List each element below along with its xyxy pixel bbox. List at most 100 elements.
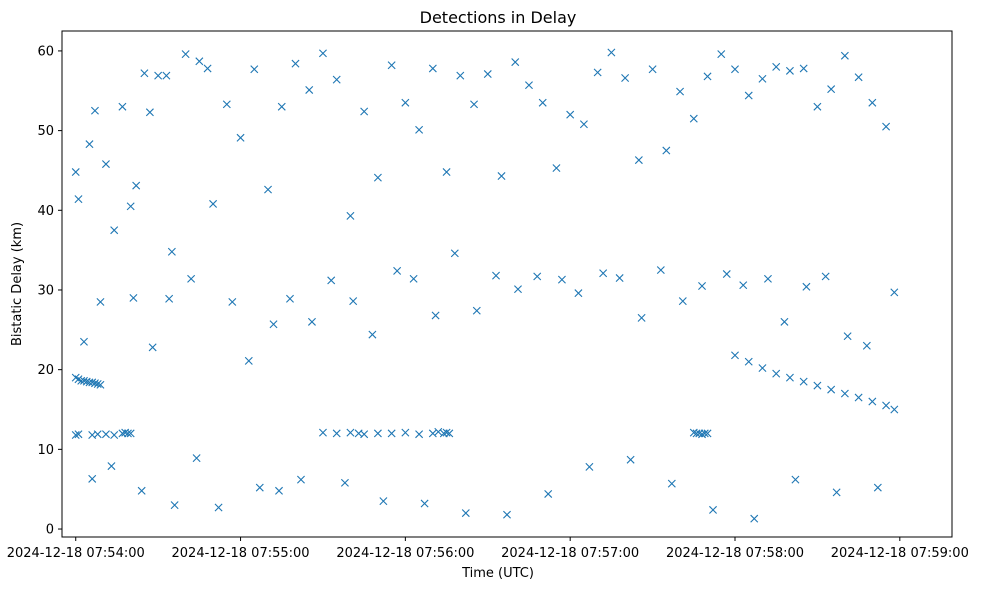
- data-point: [700, 429, 709, 438]
- data-point: [250, 65, 259, 74]
- chart-title: Detections in Delay: [420, 8, 577, 27]
- data-point: [862, 341, 871, 350]
- data-point: [843, 332, 852, 341]
- data-point: [890, 405, 899, 414]
- data-point: [101, 160, 110, 169]
- data-point: [346, 428, 355, 437]
- data-point: [533, 272, 542, 281]
- data-point: [799, 64, 808, 73]
- data-point: [524, 81, 533, 90]
- data-point: [332, 75, 341, 84]
- data-point: [731, 351, 739, 360]
- data-point: [574, 289, 583, 298]
- data-point: [615, 274, 624, 283]
- data-point: [785, 373, 794, 382]
- x-tick-label: 2024-12-18 07:58:00: [666, 546, 804, 561]
- data-point: [165, 294, 174, 303]
- data-point: [483, 70, 492, 79]
- data-point: [791, 475, 800, 484]
- data-point: [802, 282, 811, 291]
- data-point: [96, 380, 105, 389]
- data-point: [167, 247, 176, 256]
- data-point: [277, 102, 286, 111]
- data-point: [579, 120, 588, 129]
- data-point: [349, 297, 358, 306]
- data-point: [744, 357, 753, 366]
- data-point: [772, 62, 781, 71]
- y-tick-label: 0: [46, 523, 54, 538]
- data-point: [538, 98, 547, 107]
- data-point: [228, 297, 237, 306]
- data-point: [88, 378, 97, 387]
- x-tick-label: 2024-12-18 07:55:00: [172, 546, 310, 561]
- data-point: [461, 509, 470, 518]
- data-point: [626, 455, 635, 464]
- data-point: [637, 313, 646, 322]
- data-point: [511, 58, 520, 67]
- data-point: [379, 497, 388, 506]
- data-point: [593, 68, 602, 77]
- data-point: [667, 479, 676, 488]
- data-point: [840, 51, 849, 60]
- data-point: [698, 282, 707, 290]
- data-point: [296, 475, 305, 484]
- x-tick-label: 2024-12-18 07:56:00: [336, 546, 474, 561]
- data-point: [445, 429, 454, 438]
- data-point: [813, 381, 822, 390]
- data-point: [428, 64, 437, 73]
- data-point: [827, 85, 836, 94]
- data-point: [79, 376, 88, 385]
- data-point: [110, 431, 119, 439]
- data-point: [181, 50, 190, 59]
- data-points: [71, 48, 899, 523]
- data-point: [140, 69, 149, 78]
- data-point: [137, 486, 146, 495]
- data-point: [750, 514, 759, 523]
- data-point: [566, 110, 575, 119]
- data-point: [456, 71, 465, 80]
- data-point: [450, 249, 459, 258]
- data-point: [96, 297, 105, 306]
- data-point: [873, 483, 882, 492]
- data-point: [799, 377, 808, 386]
- x-tick-label: 2024-12-18 07:59:00: [831, 546, 969, 561]
- data-point: [393, 266, 402, 275]
- data-point: [93, 380, 102, 388]
- data-point: [88, 474, 97, 483]
- data-point: [286, 294, 294, 303]
- data-point: [71, 168, 80, 177]
- data-point: [854, 73, 863, 82]
- data-point: [722, 270, 731, 279]
- data-point: [621, 74, 630, 83]
- data-point: [409, 274, 418, 283]
- data-point: [758, 364, 767, 373]
- data-point: [656, 266, 665, 275]
- data-point: [827, 385, 836, 394]
- x-tick-label: 2024-12-18 07:57:00: [501, 546, 639, 561]
- x-axis: 2024-12-18 07:54:00 2024-12-18 07:55:00 20…: [7, 537, 969, 561]
- data-point: [132, 181, 141, 190]
- data-point: [472, 306, 481, 315]
- data-point: [195, 57, 204, 66]
- data-point: [368, 330, 377, 339]
- data-point: [71, 431, 80, 439]
- data-point: [203, 64, 212, 73]
- y-tick-label: 30: [37, 283, 54, 298]
- data-point: [90, 106, 99, 115]
- data-point: [442, 168, 451, 177]
- data-point: [470, 100, 479, 109]
- data-point: [236, 133, 245, 142]
- data-point: [255, 483, 264, 492]
- y-tick-label: 60: [37, 44, 54, 59]
- data-point: [318, 428, 327, 437]
- data-point: [123, 429, 132, 438]
- data-point: [744, 91, 753, 100]
- data-point: [552, 164, 561, 173]
- data-point: [415, 125, 424, 134]
- data-point: [832, 488, 841, 497]
- data-point: [118, 102, 127, 111]
- data-point: [703, 72, 712, 81]
- data-point: [154, 71, 163, 80]
- data-point: [772, 369, 781, 378]
- data-point: [882, 122, 891, 131]
